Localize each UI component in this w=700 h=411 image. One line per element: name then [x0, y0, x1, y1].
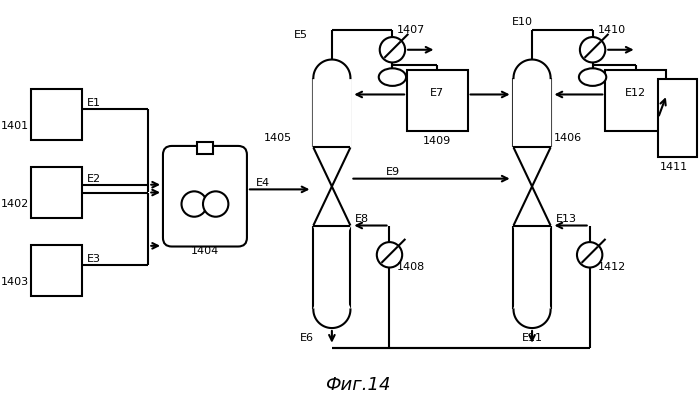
Text: 1408: 1408 [398, 261, 426, 272]
Bar [31, 245, 82, 296]
Text: E11: E11 [522, 333, 543, 343]
Text: 1407: 1407 [398, 25, 426, 35]
Text: 1405: 1405 [264, 133, 292, 143]
Text: E5: E5 [293, 30, 307, 40]
Circle shape [203, 192, 228, 217]
Bar [31, 89, 82, 140]
Text: 1402: 1402 [1, 199, 29, 209]
Text: E13: E13 [556, 214, 577, 224]
Text: 1412: 1412 [598, 261, 626, 272]
Circle shape [577, 242, 603, 268]
Text: 1410: 1410 [598, 25, 626, 35]
Text: 1403: 1403 [1, 277, 29, 287]
Text: E3: E3 [87, 254, 101, 265]
Circle shape [181, 192, 207, 217]
Circle shape [377, 242, 402, 268]
FancyBboxPatch shape [163, 146, 247, 247]
Ellipse shape [579, 68, 606, 86]
Polygon shape [314, 226, 351, 328]
Bar [407, 70, 468, 131]
Bar [197, 142, 213, 154]
Text: 1411: 1411 [660, 162, 688, 172]
Polygon shape [514, 60, 551, 148]
Text: E7: E7 [430, 88, 444, 98]
Circle shape [379, 37, 405, 62]
Text: 1401: 1401 [1, 121, 29, 131]
Bar [31, 167, 82, 218]
Text: E10: E10 [512, 17, 533, 28]
Text: 1409: 1409 [424, 136, 452, 145]
Text: 1404: 1404 [191, 246, 219, 256]
Circle shape [580, 37, 606, 62]
Ellipse shape [379, 68, 406, 86]
Bar [658, 79, 697, 157]
Polygon shape [514, 226, 551, 328]
Text: E4: E4 [256, 178, 270, 187]
Text: E2: E2 [87, 174, 101, 184]
Text: 1406: 1406 [554, 133, 582, 143]
Polygon shape [314, 60, 351, 148]
Text: E8: E8 [356, 214, 370, 224]
Text: E9: E9 [386, 167, 400, 177]
Text: Фиг.14: Фиг.14 [326, 376, 391, 394]
Bar [606, 70, 666, 131]
Text: E12: E12 [625, 88, 646, 98]
Text: E1: E1 [87, 98, 101, 108]
Text: E6: E6 [300, 333, 314, 343]
